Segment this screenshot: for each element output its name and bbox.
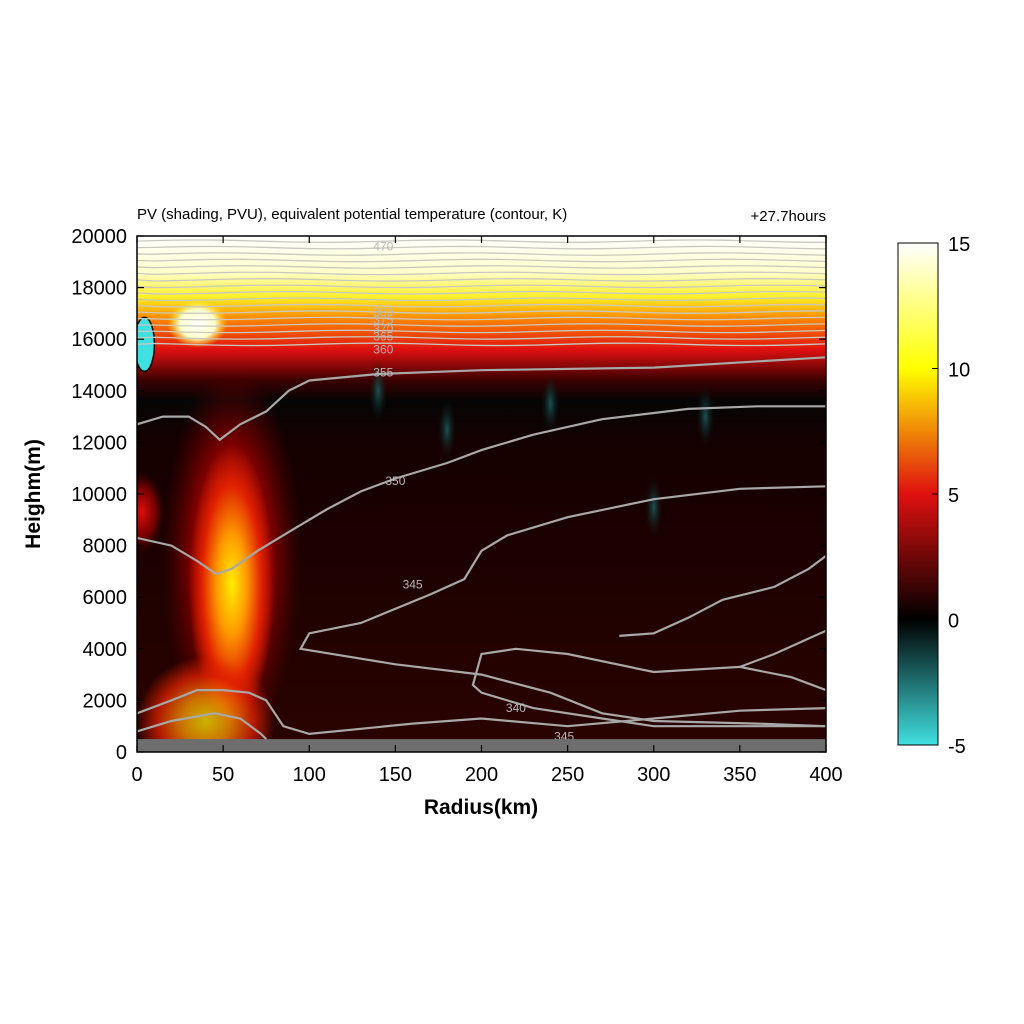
colorbar-tick-label: 5 <box>948 485 959 507</box>
y-tick-label: 16000 <box>71 329 127 351</box>
x-tick-label: 0 <box>131 764 142 786</box>
colorbar-tick-label: 15 <box>948 234 970 256</box>
colorbar-tick-label: 0 <box>948 611 959 633</box>
y-tick-label: 12000 <box>71 432 127 454</box>
theta-contour-340 <box>739 629 826 668</box>
pv-negative-texture <box>369 360 388 421</box>
theta-contour-350 <box>137 405 826 576</box>
pv-negative-texture <box>438 399 457 460</box>
theta-contour-upper <box>137 323 826 327</box>
theta-contour-upper <box>137 245 826 250</box>
theta-contour-upper <box>137 329 826 334</box>
colorbar-ticks: -5 0 5 10 15 <box>932 234 970 758</box>
theta-contour-upper <box>137 265 826 269</box>
pv-negative-texture <box>644 476 663 537</box>
colorbar-tick-label: 10 <box>948 360 970 382</box>
theta-contour-upper <box>137 290 826 295</box>
y-tick-label: 0 <box>116 742 127 764</box>
contour-label: 375 <box>373 313 393 327</box>
pv-upper-maximum <box>167 299 228 348</box>
contour-label: 365 <box>373 330 393 344</box>
y-tick-label: 18000 <box>71 278 127 300</box>
x-axis: 0 50 100 150 200 250 300 350 400 <box>131 236 843 786</box>
theta-contour-upper <box>137 303 826 308</box>
y-tick-label: 8000 <box>83 536 128 558</box>
theta-contour-upper <box>137 310 826 314</box>
contour-label: 380 <box>373 305 393 319</box>
y-tick-label: 2000 <box>83 690 128 712</box>
theta-contour-345 <box>619 555 826 637</box>
theta-contour-upper <box>137 278 826 282</box>
theta-contour-upper <box>137 336 826 340</box>
contour-label: 350 <box>385 474 405 488</box>
x-tick-label: 50 <box>212 764 234 786</box>
x-tick-label: 100 <box>293 764 326 786</box>
contour-label: 340 <box>506 701 526 715</box>
y-tick-label: 10000 <box>71 484 127 506</box>
x-tick-label: 400 <box>809 764 842 786</box>
contour-label: 345 <box>403 577 423 591</box>
y-axis-title: Heighm(m) <box>22 439 45 549</box>
colorbar-tick-label: -5 <box>948 736 966 758</box>
theta-contour-upper <box>137 258 826 263</box>
theta-contour-upper <box>137 297 826 302</box>
theta-contour-345 <box>137 712 267 740</box>
colorbar-gradient <box>897 242 939 746</box>
pv-surface-maximum <box>137 656 275 752</box>
pv-negative-texture <box>696 386 715 447</box>
contour-label: 370 <box>373 322 393 336</box>
theta-contour-upper <box>137 271 826 276</box>
y-tick-label: 14000 <box>71 381 127 403</box>
time-label: +27.7hours <box>751 208 826 225</box>
pv-column-core <box>189 442 275 727</box>
contour-label: 360 <box>373 343 393 357</box>
colorbar: -5 0 5 10 15 <box>897 234 970 758</box>
contour-label: 470 <box>373 239 393 253</box>
y-tick-label: 6000 <box>83 587 128 609</box>
x-tick-label: 350 <box>723 764 756 786</box>
y-tick-label: 4000 <box>83 639 128 661</box>
pv-inner-maximum <box>137 472 165 553</box>
x-tick-label: 150 <box>379 764 412 786</box>
theta-contour-345 <box>298 485 826 728</box>
x-axis-title: Radius(km) <box>424 796 538 819</box>
y-tick-label: 20000 <box>71 226 127 248</box>
theta-contour-upper <box>137 342 826 347</box>
x-tick-label: 300 <box>637 764 670 786</box>
x-tick-label: 200 <box>465 764 498 786</box>
chart-title: PV (shading, PVU), equivalent potential … <box>137 206 567 223</box>
y-axis: 0 2000 4000 6000 8000 10000 12000 14000 16000 180… <box>71 226 826 764</box>
theta-contour-355 <box>137 356 826 442</box>
theta-contour-upper <box>137 284 826 289</box>
theta-contour-upper <box>137 252 826 256</box>
theta-contour-upper <box>137 316 826 321</box>
pv-shading-features <box>137 299 715 752</box>
x-tick-label: 250 <box>551 764 584 786</box>
pv-negative-texture <box>541 373 560 434</box>
contour-label: 355 <box>373 366 393 380</box>
theta-contours <box>137 356 826 740</box>
